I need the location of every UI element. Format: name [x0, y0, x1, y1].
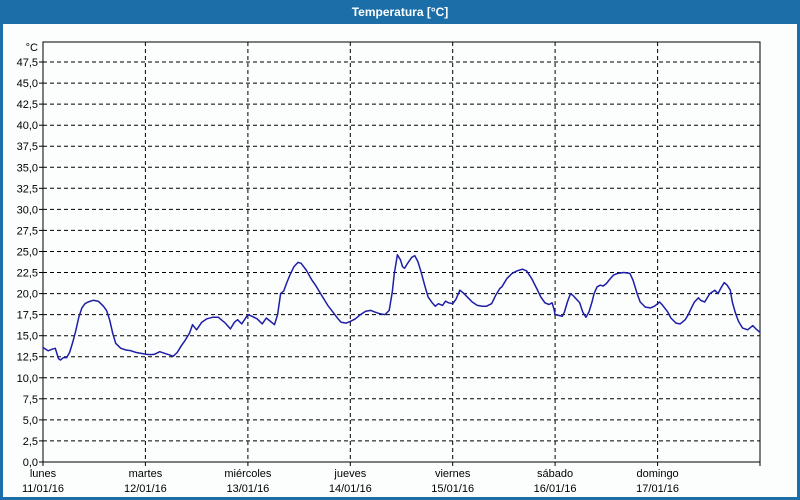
x-axis-day-date: 11/01/16 [22, 483, 64, 495]
x-axis-day-name: domingo [636, 468, 678, 480]
y-axis-tick-label: 40,0 [17, 120, 38, 132]
y-axis-tick-label: 10,0 [17, 373, 38, 385]
y-axis-tick-label: 0,0 [23, 457, 38, 469]
y-axis-tick-label: 47,5 [17, 57, 38, 69]
x-axis-labels: lunes 11/01/16 martes 12/01/16 miércoles 13/0… [22, 468, 679, 495]
y-axis-tick-label: 30,0 [17, 204, 38, 216]
x-axis-day-name: sábado [537, 468, 573, 480]
x-axis-day-date: 12/01/16 [124, 483, 167, 495]
y-axis-tick-label: 12,5 [17, 352, 38, 364]
y-axis-tick-label: 37,5 [17, 141, 38, 153]
x-axis-day-date: 14/01/16 [329, 483, 372, 495]
y-axis-tick-label: 35,0 [17, 162, 38, 174]
x-axis-day-date: 16/01/16 [534, 483, 577, 495]
x-axis-day-name: martes [129, 468, 163, 480]
axis-ticks [39, 61, 761, 466]
temperature-line [42, 254, 761, 361]
y-axis-tick-label: 27,5 [17, 225, 38, 237]
y-axis-tick-label: 7,5 [23, 394, 38, 406]
y-axis-tick-label: 20,0 [17, 289, 38, 301]
x-axis-day-name: jueves [333, 468, 366, 480]
y-axis-labels: 0,0 2,5 5,0 7,5 10,0 12,5 15,0 17,5 20,0 22,5 25,0… [17, 42, 38, 469]
y-axis-tick-label: 17,5 [17, 310, 38, 322]
x-axis-day-name: lunes [30, 468, 57, 480]
x-axis-day-date: 15/01/16 [431, 483, 474, 495]
horizontal-gridlines [43, 61, 760, 442]
chart-title: Temperatura [°C] [351, 5, 449, 19]
y-axis-tick-label: 25,0 [17, 247, 38, 259]
title-bar: Temperatura [°C] [0, 0, 800, 24]
x-axis-day-name: miércoles [224, 468, 272, 480]
y-axis-tick-label: 5,0 [23, 415, 38, 427]
y-axis-tick-label: 42,5 [17, 99, 38, 111]
y-axis-tick-label: 2,5 [23, 436, 38, 448]
y-axis-tick-label: 15,0 [17, 331, 38, 343]
x-axis-day-name: viernes [435, 468, 471, 480]
y-axis-tick-label: 22,5 [17, 268, 38, 280]
y-axis-tick-label: 45,0 [17, 78, 38, 90]
y-axis-tick-label: 32,5 [17, 183, 38, 195]
x-axis-day-date: 17/01/16 [636, 483, 679, 495]
y-axis-unit-label: °C [26, 42, 38, 54]
x-axis-day-date: 13/01/16 [226, 483, 269, 495]
vertical-gridlines [144, 42, 659, 462]
